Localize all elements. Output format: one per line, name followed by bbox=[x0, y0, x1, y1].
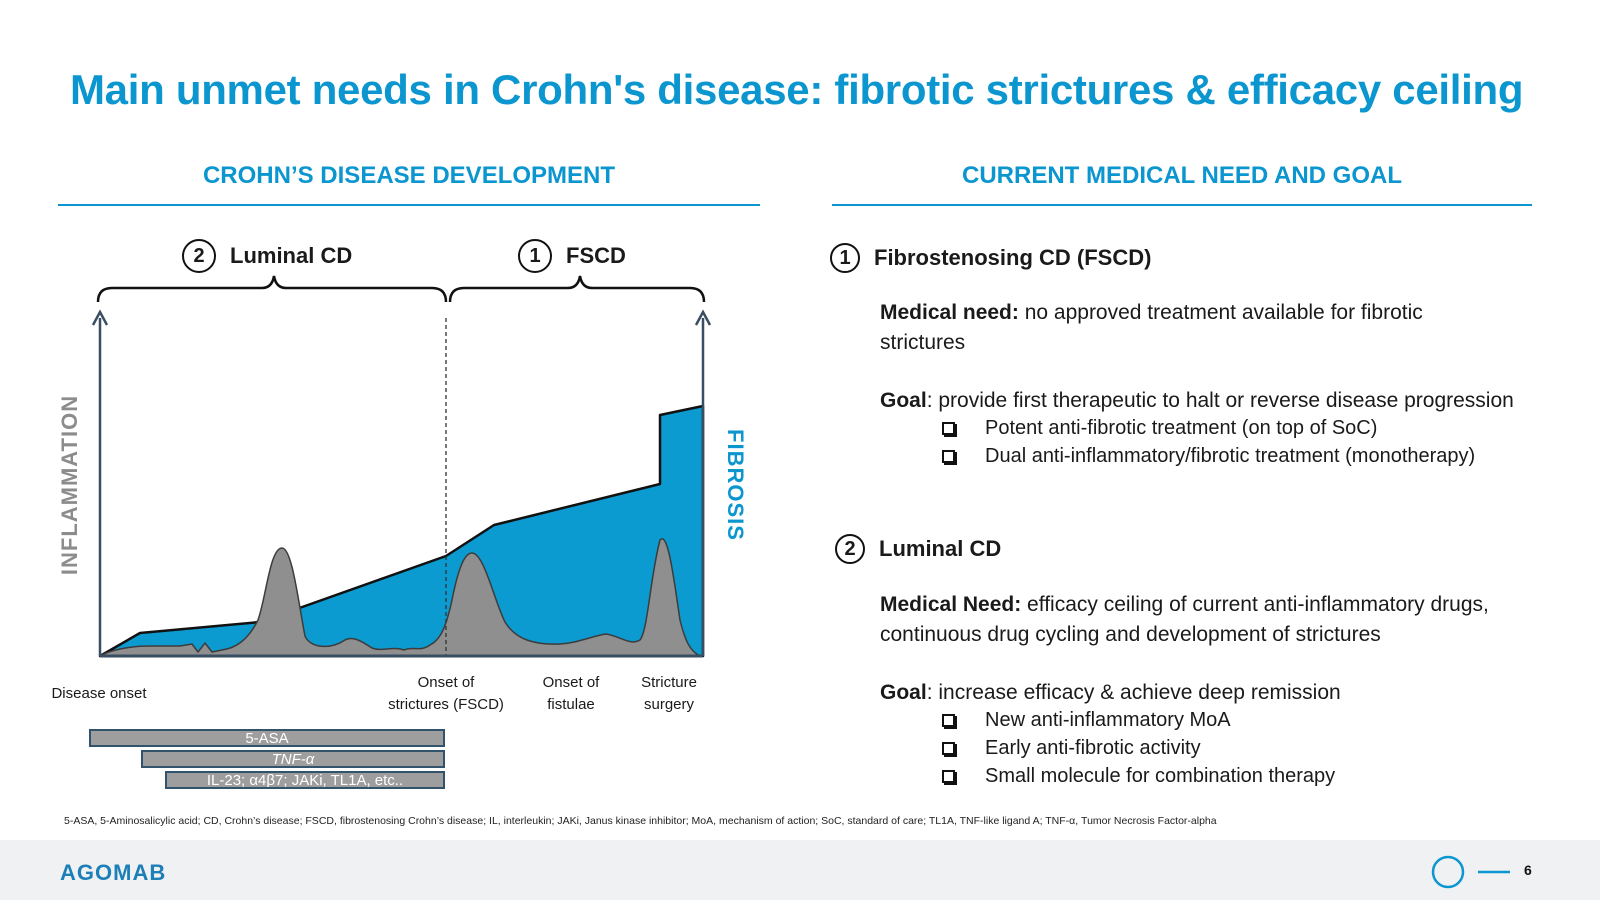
fibrosis-area bbox=[98, 404, 705, 658]
checkbox-bullet-icon bbox=[942, 421, 955, 435]
fscd-goal-list: Potent anti-fibrotic treatment (on top o… bbox=[942, 414, 1475, 470]
disease-development-diagram: INFLAMMATION FIBROSIS bbox=[57, 275, 748, 658]
fscd-title: Fibrostenosing CD (FSCD) bbox=[874, 245, 1152, 270]
number-badge: 2 bbox=[835, 534, 865, 564]
drug-bar-5asa: 5-ASA bbox=[89, 729, 445, 747]
luminal-title: Luminal CD bbox=[879, 536, 1002, 561]
luminal-brace bbox=[96, 275, 448, 303]
strictures-onset-label: Onset of strictures (FSCD) bbox=[388, 674, 504, 713]
fibrosis-axis-label: FIBROSIS bbox=[723, 429, 748, 541]
inflammation-axis-label: INFLAMMATION bbox=[57, 395, 82, 575]
footnote: 5-ASA, 5-Aminosalicylic acid; CD, Crohn’… bbox=[64, 815, 1217, 827]
left-section-heading: CROHN’S DISEASE DEVELOPMENT bbox=[202, 162, 616, 189]
fscd-header: 1 Fibrostenosing CD (FSCD) bbox=[830, 243, 1151, 273]
phase-fscd-header: 1 FSCD bbox=[518, 239, 626, 273]
stricture-surgery-label: Stricture surgery bbox=[641, 674, 697, 713]
right-section-heading: CURRENT MEDICAL NEED AND GOAL bbox=[961, 162, 1402, 189]
list-item: Small molecule for combination therapy bbox=[942, 762, 1335, 790]
right-axis-arrow bbox=[694, 309, 712, 326]
checkbox-bullet-icon bbox=[942, 449, 955, 463]
list-item: Potent anti-fibrotic treatment (on top o… bbox=[942, 414, 1475, 442]
number-badge: 2 bbox=[182, 239, 216, 273]
list-item: Early anti-fibrotic activity bbox=[942, 734, 1335, 762]
checkbox-bullet-icon bbox=[942, 741, 955, 755]
checkbox-bullet-icon bbox=[942, 713, 955, 727]
footer-bar bbox=[0, 840, 1600, 900]
number-badge: 1 bbox=[830, 243, 860, 273]
phase-fscd-label: FSCD bbox=[566, 243, 626, 268]
luminal-medical-need: Medical Need: efficacy ceiling of curren… bbox=[880, 593, 1489, 646]
inflammation-area bbox=[99, 537, 701, 657]
fscd-medical-need: Medical need: no approved treatment avai… bbox=[880, 301, 1423, 354]
drug-bar-tnf: TNF-α bbox=[141, 750, 445, 768]
page-number: 6 bbox=[1524, 862, 1532, 878]
page-title: Main unmet needs in Crohn's disease: fib… bbox=[70, 66, 1524, 113]
luminal-goal-list: New anti-inflammatory MoA Early anti-fib… bbox=[942, 706, 1335, 790]
left-axis-arrow bbox=[91, 309, 109, 326]
checkbox-bullet-icon bbox=[942, 769, 955, 783]
phase-luminal-header: 2 Luminal CD bbox=[182, 239, 352, 273]
drug-bar-advanced: IL-23; α4β7; JAKi, TL1A, etc.. bbox=[165, 771, 445, 789]
fscd-brace bbox=[448, 275, 706, 303]
footer-accent-icon bbox=[1431, 855, 1510, 889]
disease-onset-label: Disease onset bbox=[51, 685, 147, 702]
luminal-header: 2 Luminal CD bbox=[835, 534, 1001, 564]
list-item: New anti-inflammatory MoA bbox=[942, 706, 1335, 734]
company-logo: AGOMAB bbox=[60, 860, 167, 885]
fscd-goal: Goal: provide first therapeutic to halt … bbox=[880, 389, 1514, 412]
luminal-goal: Goal: increase efficacy & achieve deep r… bbox=[880, 681, 1341, 704]
phase-luminal-label: Luminal CD bbox=[230, 243, 353, 268]
fistulae-onset-label: Onset of fistulae bbox=[542, 674, 600, 713]
list-item: Dual anti-inflammatory/fibrotic treatmen… bbox=[942, 442, 1475, 470]
number-badge: 1 bbox=[518, 239, 552, 273]
right-section-divider bbox=[832, 204, 1532, 206]
left-section-divider bbox=[58, 204, 760, 206]
